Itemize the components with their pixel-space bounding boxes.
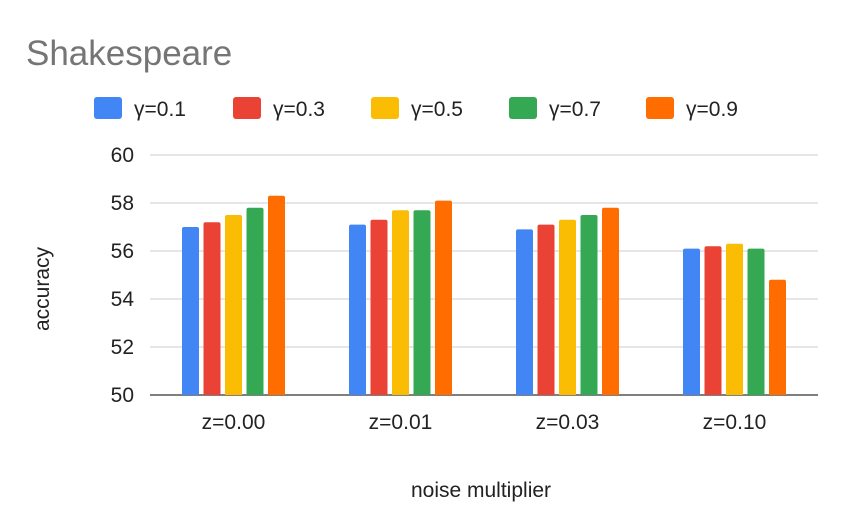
x-axis-ticks: z=0.00 z=0.01 z=0.03 z=0.10 bbox=[202, 411, 767, 434]
bar bbox=[435, 200, 452, 395]
y-tick-label: 52 bbox=[111, 336, 134, 359]
y-tick-label: 50 bbox=[111, 384, 134, 407]
y-axis-title: accuracy bbox=[31, 246, 54, 331]
bar bbox=[182, 227, 199, 395]
bar bbox=[516, 229, 533, 395]
bar bbox=[747, 248, 765, 395]
bar bbox=[559, 219, 576, 395]
y-tick-label: 56 bbox=[111, 240, 134, 263]
legend-label: γ=0.9 bbox=[686, 98, 738, 121]
y-tick-label: 54 bbox=[111, 288, 135, 311]
bars bbox=[182, 195, 786, 395]
legend-swatch bbox=[646, 97, 674, 119]
y-axis-ticks: 50 52 54 56 58 60 bbox=[111, 144, 135, 407]
legend-label: γ=0.7 bbox=[549, 98, 601, 121]
legend-swatch bbox=[509, 97, 537, 119]
y-tick-label: 58 bbox=[111, 192, 134, 215]
bar bbox=[370, 219, 388, 395]
x-tick-label: z=0.01 bbox=[369, 411, 433, 434]
legend: γ=0.1 γ=0.3 γ=0.5 γ=0.7 γ=0.9 bbox=[94, 97, 738, 121]
bar bbox=[537, 224, 555, 395]
chart-title: Shakespeare bbox=[26, 34, 232, 73]
bar bbox=[225, 215, 242, 395]
legend-swatch bbox=[94, 97, 122, 119]
legend-swatch bbox=[233, 97, 261, 119]
bar bbox=[349, 224, 366, 395]
legend-label: γ=0.3 bbox=[273, 98, 325, 121]
legend-label: γ=0.1 bbox=[134, 98, 186, 121]
bar bbox=[769, 279, 786, 395]
x-tick-label: z=0.03 bbox=[536, 411, 600, 434]
legend-swatch bbox=[371, 97, 399, 119]
bar bbox=[602, 207, 619, 395]
bar bbox=[268, 195, 285, 395]
y-tick-label: 60 bbox=[111, 144, 134, 167]
bar bbox=[580, 215, 598, 395]
bar bbox=[246, 207, 264, 395]
x-tick-label: z=0.10 bbox=[703, 411, 767, 434]
x-axis-title: noise multiplier bbox=[411, 479, 551, 502]
bar bbox=[392, 210, 409, 395]
x-tick-label: z=0.00 bbox=[202, 411, 266, 434]
bar bbox=[413, 210, 431, 395]
bar bbox=[683, 248, 700, 395]
bar bbox=[203, 222, 221, 395]
bar bbox=[704, 246, 722, 395]
bar bbox=[726, 243, 743, 395]
legend-label: γ=0.5 bbox=[411, 98, 463, 121]
